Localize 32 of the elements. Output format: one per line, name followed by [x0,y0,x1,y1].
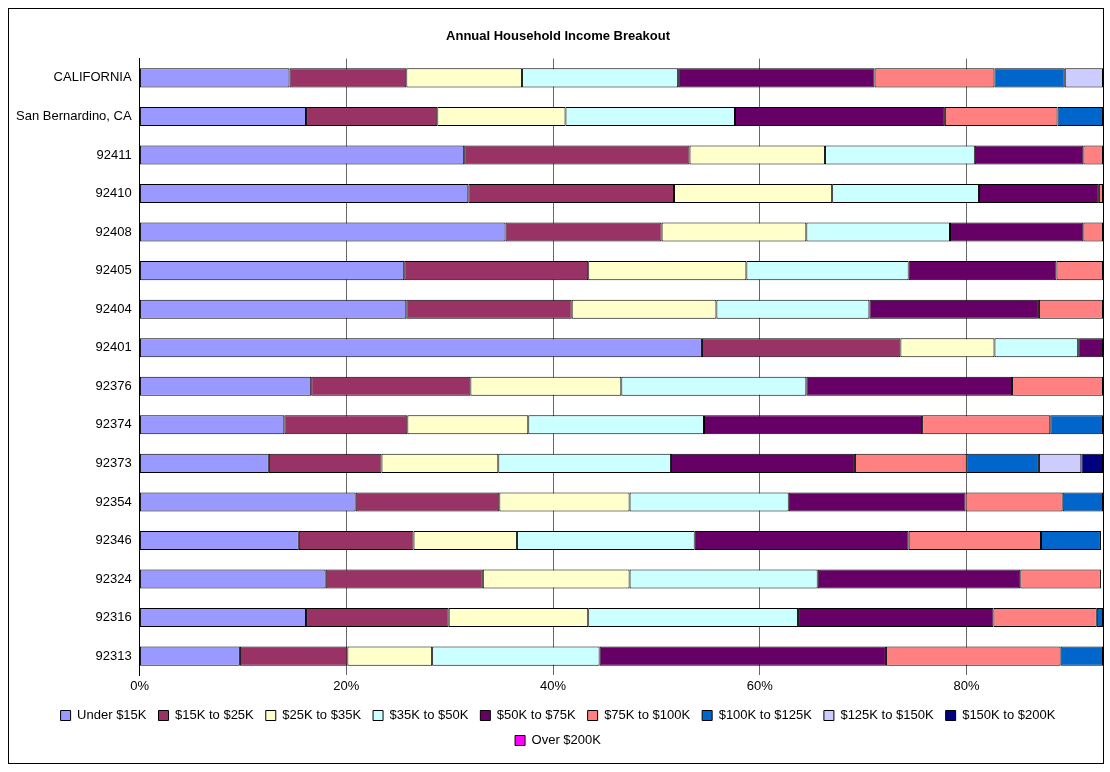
y-tick-label: 92404 [95,300,132,316]
chart-title: Annual Household Income Breakout [446,28,671,44]
y-tick-label: 92346 [95,532,132,548]
x-tick-label: 40% [540,677,567,693]
legend-label: $75K to $100K [604,707,691,723]
y-tick-label: 92354 [95,493,132,509]
legend-label: $15K to $25K [174,707,255,723]
legend-label: Under $15K [77,707,147,723]
legend-label: $25K to $35K [282,707,362,723]
y-tick-label: 92405 [95,262,132,278]
y-tick-label: San Bernardino, CA [16,108,132,123]
x-tick-label: 80% [953,677,980,693]
legend-label: $125K to $150K [840,707,934,723]
y-tick-label: 92316 [95,609,132,625]
y-tick-label: 92373 [95,454,132,470]
x-tick-label: 60% [746,677,774,693]
x-tick-label: 20% [333,677,360,693]
y-tick-label: 92324 [95,570,132,586]
y-tick-label: 92401 [95,339,132,355]
legend-label: $100K to $125K [718,707,813,723]
y-tick-label: 92374 [95,416,132,432]
y-tick-label: 92410 [95,185,132,201]
legend-label: $150K to $200K [962,707,1056,723]
legend-label: $35K to $50K [389,707,469,723]
x-tick-label: 0% [130,677,150,693]
legend-label: $50K to $75K [496,707,576,723]
legend-label: Over $200K [531,732,602,748]
y-tick-label: 92313 [95,647,132,663]
y-tick-label: 92411 [96,146,132,162]
y-tick-label: 92408 [95,223,132,239]
y-tick-label: 92376 [95,377,132,393]
y-tick-label: CALIFORNIA [53,69,132,85]
